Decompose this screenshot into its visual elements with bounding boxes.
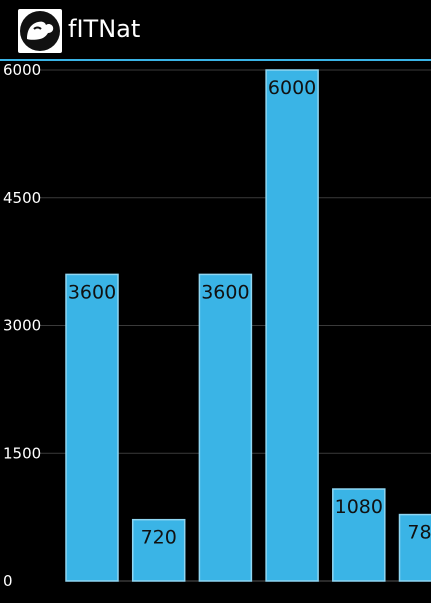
bar-value-label: 720 [141,527,177,549]
bar-value-label: 780 [407,522,431,544]
bar-value-label: 3600 [68,281,116,303]
bar-value-label: 1080 [335,496,383,518]
y-tick-label: 6000 [3,61,41,79]
y-tick-label: 1500 [3,444,41,462]
bar [65,273,119,582]
y-tick-label: 3000 [3,317,41,335]
bar [265,69,319,582]
app-bar-divider [0,59,431,61]
y-tick-label: 0 [3,572,13,590]
bar [198,273,253,582]
app-bar: fITNat [0,0,431,61]
y-tick-label: 4500 [3,189,41,207]
bar-value-label: 3600 [201,281,249,303]
bar [332,488,386,582]
app-title: fITNat [68,15,141,43]
bar [131,518,186,582]
flexing-arm-icon[interactable] [18,9,62,53]
bar [398,513,431,582]
bar-value-label: 6000 [268,77,316,99]
